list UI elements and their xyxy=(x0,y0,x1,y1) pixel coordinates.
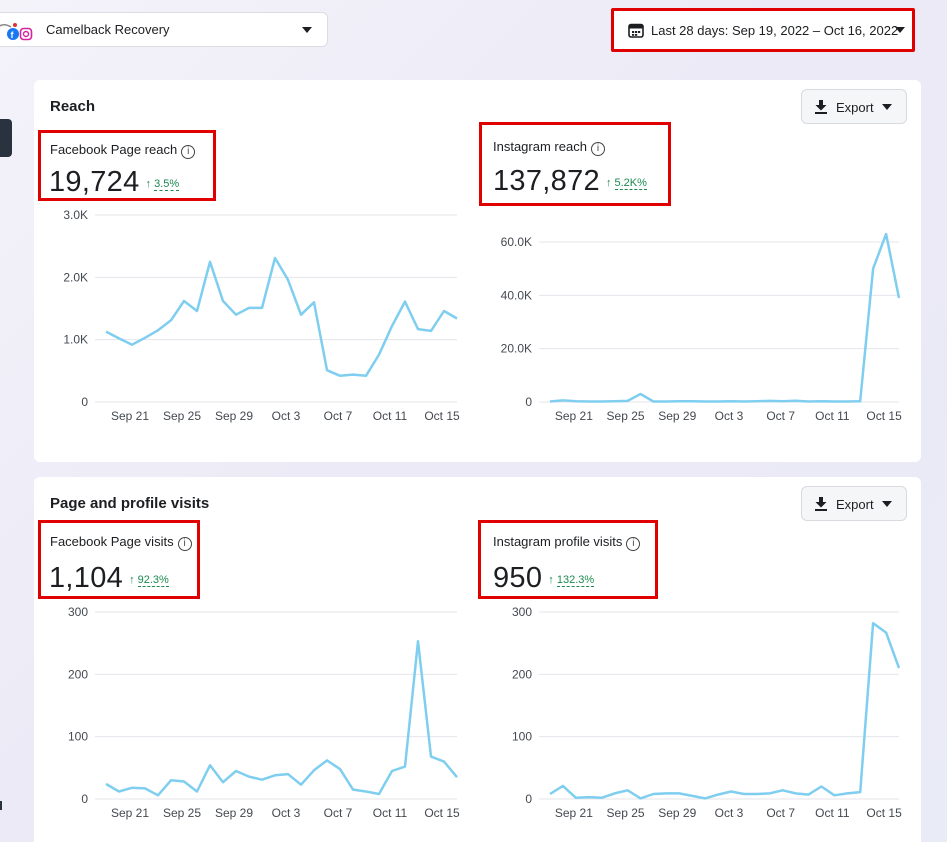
ig-reach-label: Instagram reach xyxy=(493,139,587,154)
x-tick-label: Sep 25 xyxy=(607,806,645,820)
x-tick-label: Oct 15 xyxy=(866,806,902,820)
x-tick-label: Sep 25 xyxy=(163,409,201,423)
ig-visits-change[interactable]: 132.3% xyxy=(556,574,595,587)
reach-title: Reach xyxy=(50,98,96,115)
x-tick-label: Sep 21 xyxy=(111,409,149,423)
visits-title: Page and profile visits xyxy=(50,495,210,512)
export-label: Export xyxy=(836,100,874,115)
sidebar-tab[interactable] xyxy=(0,119,12,157)
visits-export-button[interactable]: Export xyxy=(801,486,907,521)
fb-visits-metric: Facebook Page visits i 1,104 ↑ 92.3% xyxy=(38,520,200,599)
y-tick-label: 300 xyxy=(512,605,532,619)
y-tick-label: 3.0K xyxy=(63,208,88,222)
info-icon[interactable]: i xyxy=(626,537,641,551)
x-tick-label: Oct 11 xyxy=(373,806,408,820)
fb-reach-value: 19,724 xyxy=(49,166,140,198)
y-tick-label: 100 xyxy=(512,730,532,744)
x-tick-label: Oct 3 xyxy=(715,409,744,423)
x-tick-label: Oct 15 xyxy=(866,409,902,423)
arrow-up-icon: ↑ xyxy=(548,574,554,586)
fb-visits-value: 1,104 xyxy=(49,562,124,594)
x-tick-label: Sep 21 xyxy=(111,806,149,820)
x-tick-label: Oct 15 xyxy=(424,409,460,423)
x-tick-label: Oct 7 xyxy=(766,806,795,820)
x-tick-label: Sep 25 xyxy=(607,409,645,423)
y-tick-label: 40.0K xyxy=(501,288,532,302)
series-line[interactable] xyxy=(105,640,458,797)
series-line[interactable] xyxy=(105,256,458,378)
fb-reach-label: Facebook Page reach xyxy=(50,142,178,157)
y-tick-label: 200 xyxy=(512,667,532,681)
info-icon[interactable]: i xyxy=(177,537,192,551)
y-tick-label: 20.0K xyxy=(501,342,532,356)
reach-card: Reach Export Facebook Page reach i 19,724… xyxy=(34,80,921,462)
y-tick-label: 300 xyxy=(68,605,88,619)
ig-visits-label: Instagram profile visits xyxy=(493,534,623,549)
fb-visits-label: Facebook Page visits xyxy=(50,534,174,549)
info-icon[interactable]: i xyxy=(181,145,196,159)
x-tick-label: Oct 3 xyxy=(272,806,301,820)
y-tick-label: 200 xyxy=(68,667,88,681)
sidebar-marker xyxy=(0,801,2,810)
x-tick-label: Sep 21 xyxy=(555,409,593,423)
date-range-label: Last 28 days: Sep 19, 2022 – Oct 16, 202… xyxy=(651,23,899,38)
download-icon xyxy=(815,100,827,114)
download-icon xyxy=(815,497,827,511)
x-tick-label: Oct 7 xyxy=(324,806,353,820)
y-tick-label: 0 xyxy=(81,792,88,806)
x-tick-label: Sep 29 xyxy=(658,409,696,423)
x-tick-label: Oct 11 xyxy=(373,409,408,423)
x-tick-label: Oct 11 xyxy=(815,409,850,423)
y-tick-label: 100 xyxy=(68,730,88,744)
ig-visits-value: 950 xyxy=(493,562,543,594)
y-tick-label: 60.0K xyxy=(501,235,532,249)
x-tick-label: Oct 15 xyxy=(424,806,460,820)
ig-reach-value: 137,872 xyxy=(493,165,600,197)
calendar-icon xyxy=(628,23,644,38)
chevron-down-icon xyxy=(882,104,892,110)
x-tick-label: Sep 25 xyxy=(163,806,201,820)
chevron-down-icon xyxy=(895,27,905,33)
x-tick-label: Sep 21 xyxy=(555,806,593,820)
chevron-down-icon xyxy=(882,501,892,507)
arrow-up-icon: ↑ xyxy=(145,178,152,190)
x-tick-label: Oct 7 xyxy=(766,409,795,423)
x-tick-label: Sep 29 xyxy=(215,806,253,820)
x-tick-label: Sep 29 xyxy=(658,806,696,820)
x-tick-label: Sep 29 xyxy=(215,409,253,423)
svg-text:f: f xyxy=(11,30,15,40)
page-name: Camelback Recovery xyxy=(46,22,170,37)
fb-reach-metric: Facebook Page reach i 19,724 ↑ 3.5% xyxy=(38,130,216,201)
y-tick-label: 0 xyxy=(525,395,532,409)
fb-visits-change[interactable]: 92.3% xyxy=(137,574,169,587)
arrow-up-icon: ↑ xyxy=(129,574,135,586)
page-logo-icon: f xyxy=(0,23,33,41)
series-line[interactable] xyxy=(549,621,901,800)
ig-visits-metric: Instagram profile visits i 950 ↑ 132.3% xyxy=(478,520,658,599)
page-selector[interactable]: f Camelback Recovery xyxy=(0,12,328,47)
x-tick-label: Oct 7 xyxy=(324,409,353,423)
chevron-down-icon xyxy=(302,27,312,33)
x-tick-label: Oct 3 xyxy=(715,806,744,820)
y-tick-label: 2.0K xyxy=(63,270,88,284)
y-tick-label: 0 xyxy=(81,395,88,409)
y-tick-label: 0 xyxy=(525,792,532,806)
reach-export-button[interactable]: Export xyxy=(801,89,907,124)
ig-reach-change[interactable]: 5.2K% xyxy=(614,177,647,190)
date-range-picker[interactable]: Last 28 days: Sep 19, 2022 – Oct 16, 202… xyxy=(611,8,915,52)
x-tick-label: Oct 3 xyxy=(272,409,301,423)
x-tick-label: Oct 11 xyxy=(815,806,850,820)
info-icon[interactable]: i xyxy=(590,142,605,156)
export-label: Export xyxy=(836,497,874,512)
ig-reach-metric: Instagram reach i 137,872 ↑ 5.2K% xyxy=(479,122,671,206)
arrow-up-icon: ↑ xyxy=(605,177,612,189)
series-line[interactable] xyxy=(549,232,901,403)
y-tick-label: 1.0K xyxy=(63,333,88,347)
fb-reach-change[interactable]: 3.5% xyxy=(154,178,180,191)
